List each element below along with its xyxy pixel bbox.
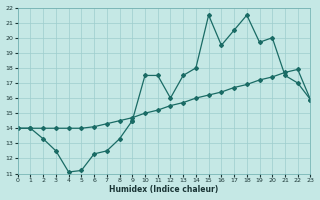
X-axis label: Humidex (Indice chaleur): Humidex (Indice chaleur)	[109, 185, 219, 194]
